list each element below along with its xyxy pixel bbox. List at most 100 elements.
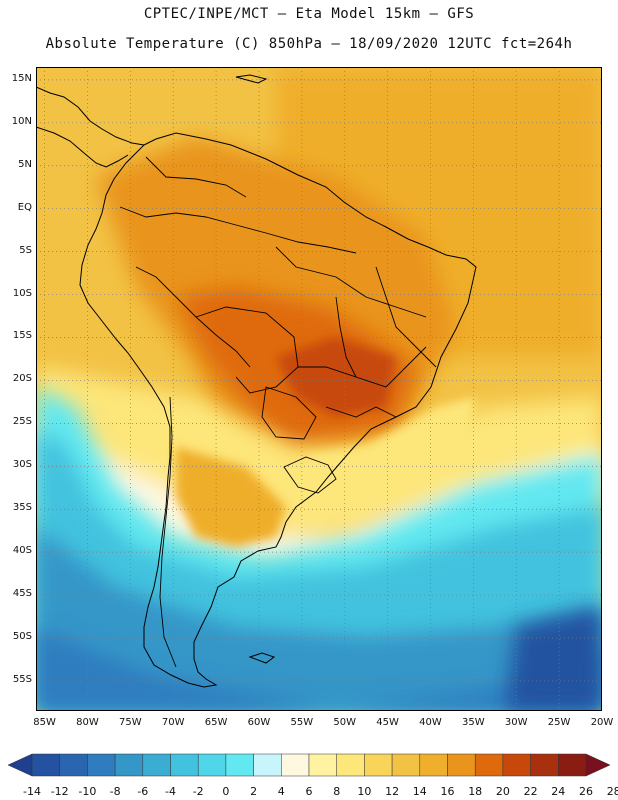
- longitude-label: 75W: [119, 717, 142, 728]
- colorbar-right-arrow: [585, 753, 611, 777]
- caribbean-island: [235, 74, 268, 84]
- colorbar-label: 24: [551, 785, 566, 798]
- colorbar-label: -2: [192, 785, 204, 798]
- colorbar-label: 10: [357, 785, 372, 798]
- temperature-field: [36, 67, 602, 711]
- field-coast-warm: [306, 397, 476, 507]
- longitude-label: 20W: [590, 717, 614, 728]
- longitude-label: 65W: [204, 717, 228, 728]
- latitude-label: 40S: [12, 545, 32, 557]
- colorbar-swatch: [391, 753, 421, 777]
- colorbar-swatch: [225, 753, 254, 777]
- colorbar-swatch: [474, 753, 504, 777]
- colorbar-swatch: [253, 753, 282, 777]
- temperature-map: [36, 67, 602, 711]
- latitude-label: 15N: [11, 72, 32, 84]
- colorbar-swatch: [419, 753, 448, 777]
- colorbar-label: 6: [305, 785, 313, 798]
- field-argentina-warm: [176, 447, 286, 547]
- colorbar-swatch: [364, 753, 393, 777]
- colorbar-label: 20: [495, 785, 510, 798]
- longitude-label: 85W: [33, 717, 56, 728]
- colorbar-label: -8: [109, 785, 121, 798]
- colorbar-label: 4: [277, 785, 285, 798]
- colorbar-label: 22: [523, 785, 538, 798]
- longitude-label: 40W: [419, 717, 442, 728]
- colorbar-label: 8: [333, 785, 341, 798]
- latitude-label: 10N: [11, 115, 32, 127]
- longitude-label: 70W: [161, 717, 185, 728]
- field-hottest-core: [276, 337, 396, 417]
- field-blue-south: [36, 527, 602, 711]
- map-title-line-2: Absolute Temperature (C) 850hPa – 18/09/…: [45, 36, 573, 52]
- colorbar-label: 2: [250, 785, 258, 798]
- falkland-islands: [248, 652, 276, 664]
- map-title-line-1: CPTEC/INPE/MCT – Eta Model 15km – GFS: [143, 6, 475, 22]
- country-borders: [119, 156, 437, 668]
- latitude-label: 10S: [12, 287, 32, 299]
- central-america-south-coast: [36, 126, 129, 168]
- latitude-label: 45S: [12, 588, 32, 600]
- colorbar-label: -4: [165, 785, 176, 798]
- colorbar-label: -6: [137, 785, 149, 798]
- longitude-label: 35W: [462, 717, 485, 728]
- colorbar-swatch: [447, 753, 476, 777]
- colorbar-swatch: [308, 753, 337, 777]
- latitude-label: 5N: [18, 158, 32, 170]
- colorbar-label: 28: [606, 785, 618, 798]
- colorbar-label: -14: [23, 785, 41, 798]
- latitude-label: 35S: [12, 502, 32, 514]
- border-venezuela-colombia: [145, 156, 247, 198]
- longitude-label: 30W: [504, 717, 528, 728]
- colorbar-swatch: [502, 753, 531, 777]
- border-argentina-chile: [159, 396, 177, 668]
- longitude-label: 55W: [290, 717, 314, 728]
- colorbar: [7, 753, 611, 777]
- coastlines: [36, 74, 477, 688]
- colorbar-swatch: [31, 753, 60, 777]
- longitude-label: 50W: [333, 717, 357, 728]
- colorbar-label: 16: [440, 785, 455, 798]
- colorbar-swatch: [281, 753, 310, 777]
- latitude-label: 25S: [12, 416, 32, 428]
- latitude-label: 15S: [12, 330, 32, 342]
- colorbar-swatch: [170, 753, 199, 777]
- colorbar-swatch: [336, 753, 365, 777]
- field-navy-southeast: [506, 607, 602, 711]
- border-bolivia: [195, 306, 299, 394]
- central-america-coast: [36, 86, 145, 146]
- border-brazil-states-5: [325, 406, 397, 418]
- latitude-label: 20S: [12, 373, 32, 385]
- longitude-label: 25W: [547, 717, 571, 728]
- border-brazil-states-4: [375, 266, 437, 368]
- colorbar-left-arrow: [7, 753, 33, 777]
- longitude-label: 60W: [247, 717, 271, 728]
- map-frame: [36, 67, 602, 711]
- latitude-label: 5S: [19, 244, 32, 256]
- colorbar-swatch: [87, 753, 116, 777]
- longitude-label: 80W: [76, 717, 99, 728]
- grid-lines: [36, 67, 602, 711]
- south-america-coast: [79, 132, 477, 688]
- border-paraguay: [261, 386, 317, 440]
- colorbar-label: -12: [50, 785, 69, 798]
- colorbar-label: 0: [222, 785, 230, 798]
- field-deep-blue-south: [36, 627, 602, 711]
- colorbar-swatch: [59, 753, 88, 777]
- colorbar-swatch: [197, 753, 227, 777]
- border-brazil-states-2: [298, 346, 427, 388]
- colorbar-swatch: [142, 753, 171, 777]
- latitude-label: EQ: [17, 201, 32, 213]
- border-brazil-states-3: [335, 296, 357, 378]
- latitude-label: 50S: [12, 631, 32, 642]
- colorbar-label: -10: [78, 785, 97, 798]
- colorbar-label: 18: [468, 785, 483, 798]
- latitude-label: 30S: [12, 459, 32, 471]
- colorbar-swatch: [558, 753, 587, 777]
- colorbar-label: 12: [385, 785, 400, 798]
- colorbar-label: 26: [579, 785, 593, 798]
- latitude-label: 55S: [12, 673, 32, 685]
- colorbar-label: 14: [412, 785, 427, 798]
- colorbar-swatch: [530, 753, 559, 777]
- longitude-label: 45W: [376, 717, 399, 728]
